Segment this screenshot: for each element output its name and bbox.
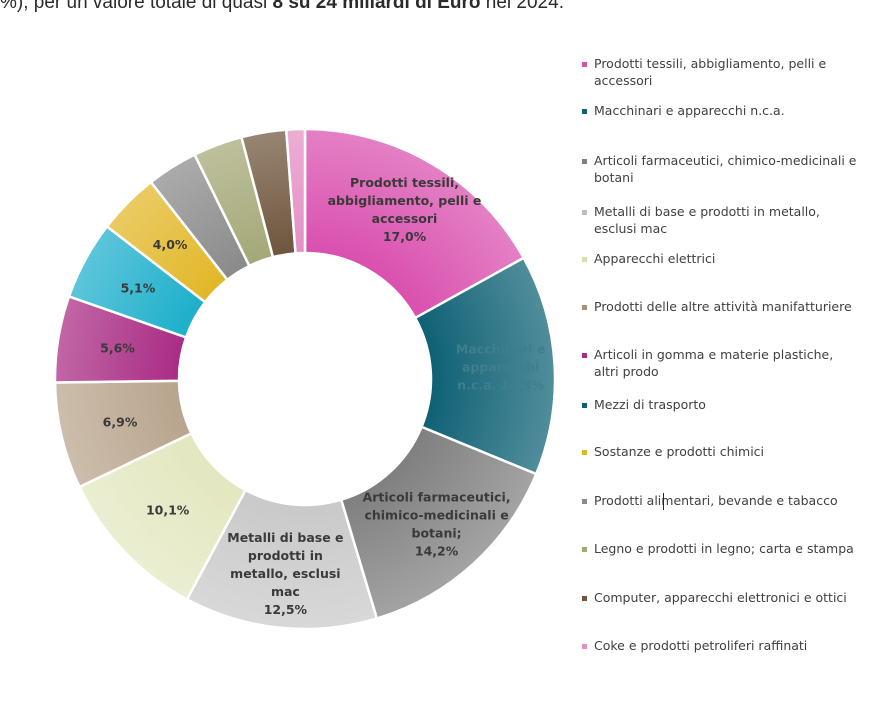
slice-label-3: Articoli farmaceutici, chimico-medicinali… xyxy=(363,489,511,558)
legend-marker-icon xyxy=(582,547,587,552)
legend-marker-icon xyxy=(582,257,587,262)
legend-label: Apparecchi elettrici xyxy=(594,251,716,266)
slice-label-5: 10,1% xyxy=(146,502,190,517)
legend-label: Macchinari e apparecchi n.c.a. xyxy=(594,103,785,118)
legend-label: Prodotti tessili, abbigliamento, pelli e… xyxy=(594,56,827,88)
slice-label-2: Macchinari e apparecchi n.c.a. 14,3% xyxy=(456,342,546,393)
legend-label: Sostanze e prodotti chimici xyxy=(594,444,765,459)
legend-marker-icon xyxy=(582,305,587,310)
slice-label-8: 5,1% xyxy=(121,281,156,296)
legend-label: Articoli farmaceutici, chimico-medicinal… xyxy=(594,153,857,185)
slice-label-9: 4,0% xyxy=(153,237,188,252)
legend-marker-icon xyxy=(582,499,587,504)
header-text-prefix: %), per un valore totale di quasi xyxy=(0,0,273,13)
donut-slice-3 xyxy=(339,425,538,621)
legend-label: Legno e prodotti in legno; carta e stamp… xyxy=(594,541,854,556)
legend-label: Prodotti delle altre attività manifattur… xyxy=(594,299,852,314)
legend-marker-icon xyxy=(582,353,587,358)
legend-label: Prodotti alimentari, bevande e tabacco xyxy=(594,493,838,508)
donut-slice-13 xyxy=(284,127,307,255)
text-cursor xyxy=(663,493,664,510)
donut-slices xyxy=(53,127,557,631)
header-text-bold: 8 su 24 miliardi di Euro xyxy=(272,0,481,13)
legend-label: Coke e prodotti petroliferi raffinati xyxy=(594,638,808,653)
legend-marker-icon xyxy=(582,62,587,67)
legend-marker-icon xyxy=(582,596,587,601)
legend-marker-icon xyxy=(582,644,587,649)
slice-label-6: 6,9% xyxy=(103,414,138,429)
legend-marker-icon xyxy=(582,159,587,164)
legend-marker-icon xyxy=(582,109,587,114)
donut-slice-1 xyxy=(303,127,526,320)
legend: Prodotti tessili, abbigliamento, pelli e… xyxy=(578,0,873,713)
legend-label: Computer, apparecchi elettronici e ottic… xyxy=(594,590,847,605)
legend-marker-icon xyxy=(582,210,587,215)
legend-label: Mezzi di trasporto xyxy=(594,397,706,412)
legend-label: Articoli in gomma e materie plastiche, a… xyxy=(594,347,834,379)
slice-label-7: 5,6% xyxy=(100,340,135,355)
legend-marker-icon xyxy=(582,450,587,455)
legend-marker-icon xyxy=(582,403,587,408)
slice-label-4: Metalli di base e prodotti in metallo, esc… xyxy=(227,530,343,617)
legend-label: Metalli di base e prodotti in metallo, e… xyxy=(594,204,820,236)
header-text-suffix: nel 2024. xyxy=(480,0,564,13)
header-text: %), per un valore totale di quasi 8 su 2… xyxy=(0,0,564,14)
